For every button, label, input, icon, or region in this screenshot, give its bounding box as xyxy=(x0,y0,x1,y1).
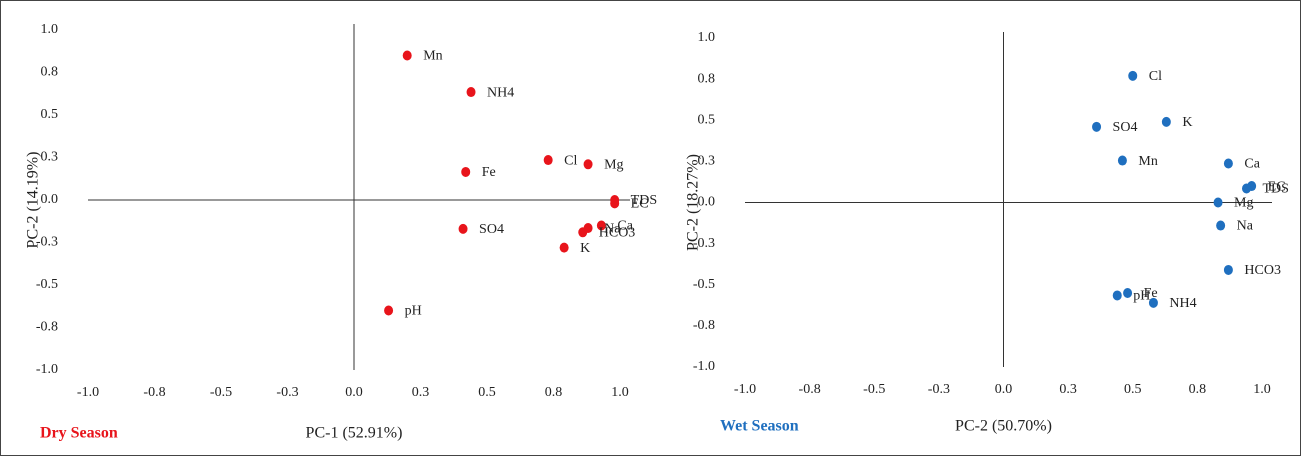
point-label: EC xyxy=(1268,179,1286,194)
season-label: Dry Season xyxy=(40,425,118,442)
point-label: K xyxy=(1182,115,1192,130)
point-label: K xyxy=(580,241,590,256)
x-tick-label: -1.0 xyxy=(77,385,99,400)
y-tick-label: -0.8 xyxy=(693,318,715,333)
y-tick-label: 0.8 xyxy=(41,65,59,80)
y-tick-label: -0.3 xyxy=(693,236,715,251)
point xyxy=(578,227,588,238)
point-label: TDS xyxy=(631,193,657,208)
x-axis-label: PC-2 (50.70%) xyxy=(955,418,1052,435)
x-tick-label: 0.0 xyxy=(995,382,1013,397)
point xyxy=(559,242,569,253)
point xyxy=(461,166,471,177)
x-tick-label: 0.0 xyxy=(345,385,363,400)
point-label: Fe xyxy=(1144,286,1158,301)
y-tick-label: 1.0 xyxy=(41,22,59,37)
point xyxy=(1216,220,1226,231)
season-label: Wet Season xyxy=(720,418,799,435)
point xyxy=(402,50,412,61)
x-tick-label: -0.3 xyxy=(276,385,298,400)
y-tick-label: -1.0 xyxy=(693,359,715,374)
point xyxy=(384,305,394,316)
point-label: Fe xyxy=(482,165,496,180)
y-tick-label: 0.8 xyxy=(698,71,716,86)
y-tick-label: 0.0 xyxy=(698,195,716,210)
y-tick-label: -1.0 xyxy=(36,362,58,377)
y-tick-label: -0.5 xyxy=(693,277,715,292)
point xyxy=(543,155,553,166)
x-tick-label: 1.0 xyxy=(611,385,629,400)
point-label: SO4 xyxy=(479,222,504,237)
x-tick-label: -0.8 xyxy=(143,385,165,400)
point xyxy=(596,220,606,231)
point-label: HCO3 xyxy=(599,226,636,241)
point xyxy=(1112,290,1122,301)
point-label: Cl xyxy=(564,153,577,168)
x-tick-label: 0.3 xyxy=(412,385,430,400)
point-label: NH4 xyxy=(487,85,514,100)
point xyxy=(1117,155,1127,166)
point-label: Mn xyxy=(423,49,442,64)
y-axis-label: PC-2 (14.19%) xyxy=(25,152,42,249)
point-label: pH xyxy=(405,304,422,319)
x-tick-label: -0.8 xyxy=(799,382,821,397)
point xyxy=(1092,121,1102,132)
point-label: NH4 xyxy=(1169,296,1196,311)
point-label: Mg xyxy=(1234,196,1253,211)
point-label: Mn xyxy=(1138,154,1157,169)
x-tick-label: 0.5 xyxy=(1124,382,1142,397)
point-label: EC xyxy=(631,197,649,212)
point xyxy=(1223,158,1233,169)
x-tick-label: -0.5 xyxy=(210,385,232,400)
y-tick-label: 1.0 xyxy=(698,30,716,45)
point-label: Na xyxy=(1237,219,1254,234)
x-tick-label: 0.8 xyxy=(545,385,563,400)
y-tick-label: 0.5 xyxy=(698,112,716,127)
x-tick-label: 1.0 xyxy=(1253,382,1271,397)
point xyxy=(1128,70,1138,81)
point xyxy=(1161,116,1171,127)
y-tick-label: 0.5 xyxy=(41,107,59,122)
x-axis-label: PC-1 (52.91%) xyxy=(306,425,403,442)
x-tick-label: 0.3 xyxy=(1059,382,1077,397)
y-tick-label: -0.5 xyxy=(36,277,58,292)
y-tick-label: -0.3 xyxy=(36,235,58,250)
point-label: pH xyxy=(1133,289,1150,304)
point-label: SO4 xyxy=(1113,120,1138,135)
point xyxy=(1213,197,1223,208)
y-tick-label: 0.3 xyxy=(41,150,59,165)
point-label: Mg xyxy=(604,158,623,173)
y-axis-label: PC-2 (18.27%) xyxy=(685,154,702,251)
x-tick-label: -0.5 xyxy=(863,382,885,397)
point xyxy=(583,159,593,170)
y-tick-label: -0.8 xyxy=(36,320,58,335)
point xyxy=(610,198,620,209)
point-label: HCO3 xyxy=(1244,263,1281,278)
y-tick-label: 0.3 xyxy=(698,154,716,169)
point-label: Cl xyxy=(1149,69,1162,84)
point-label: Ca xyxy=(617,219,633,234)
point-label: Na xyxy=(604,221,621,236)
x-tick-label: -0.3 xyxy=(928,382,950,397)
x-tick-label: -1.0 xyxy=(734,382,756,397)
point xyxy=(466,87,476,98)
point xyxy=(458,223,468,234)
x-tick-label: 0.8 xyxy=(1189,382,1207,397)
x-tick-label: 0.5 xyxy=(478,385,496,400)
point xyxy=(1223,264,1233,275)
point xyxy=(1123,287,1133,298)
point xyxy=(1241,183,1251,194)
point xyxy=(1148,297,1158,308)
point-label: Ca xyxy=(1244,157,1260,172)
point-label: TDS xyxy=(1262,182,1288,197)
y-tick-label: 0.0 xyxy=(41,192,59,207)
